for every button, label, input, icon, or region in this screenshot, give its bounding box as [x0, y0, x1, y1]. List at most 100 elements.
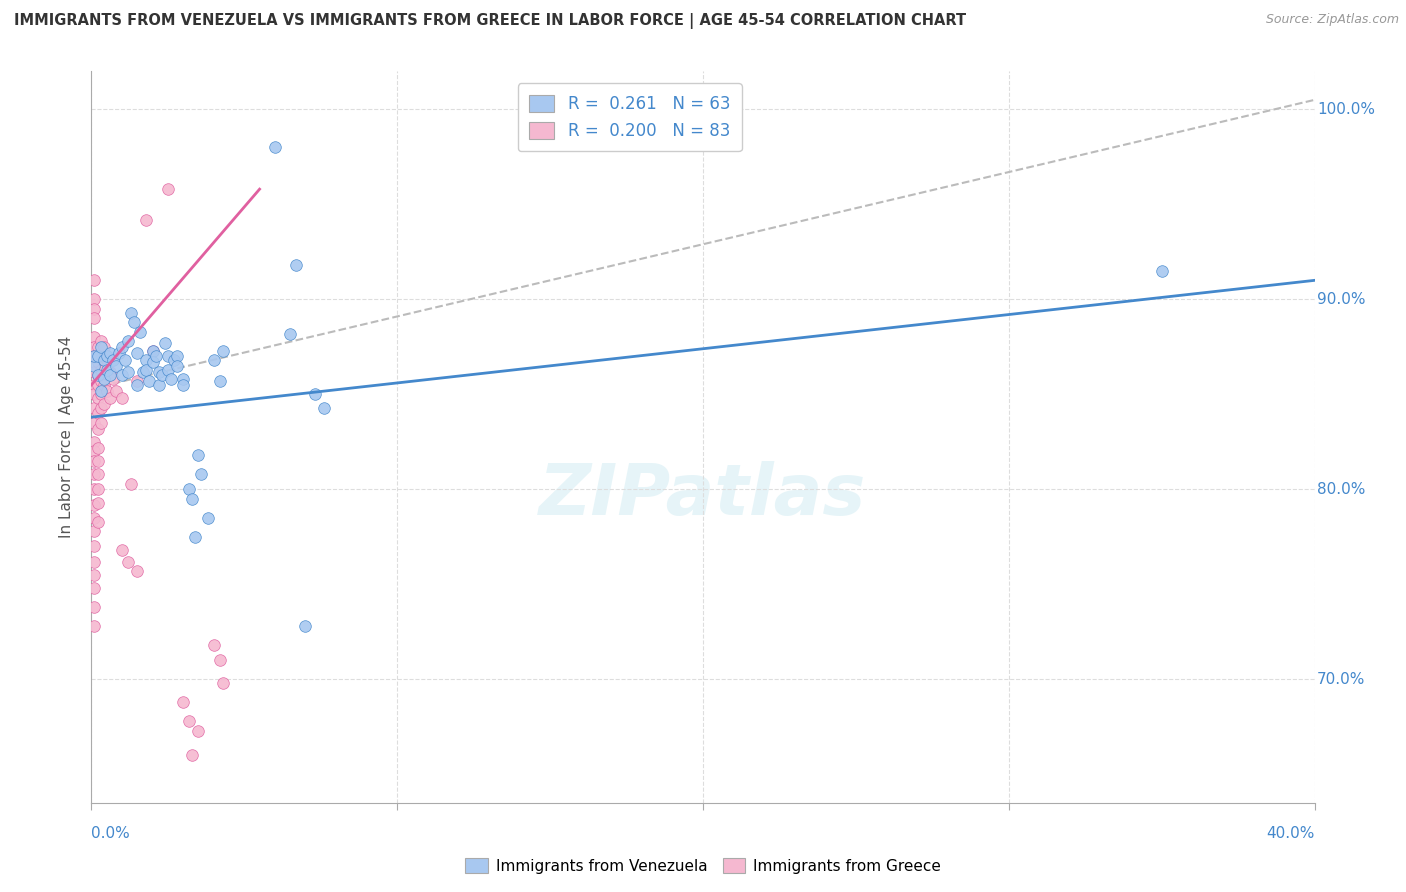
- Point: [86, 391, 108, 405]
- Point: [86, 467, 108, 482]
- Point: [90, 387, 112, 401]
- Point: [312, 401, 335, 415]
- Point: [163, 353, 186, 368]
- Point: [127, 377, 149, 392]
- Text: 100.0%: 100.0%: [1317, 102, 1375, 117]
- Point: [138, 374, 160, 388]
- Point: [135, 353, 157, 368]
- Point: [93, 353, 115, 368]
- Point: [212, 676, 235, 690]
- Point: [96, 353, 118, 368]
- Point: [129, 325, 152, 339]
- Point: [86, 368, 108, 383]
- Point: [83, 340, 105, 354]
- Point: [117, 334, 139, 348]
- Point: [181, 491, 204, 506]
- Point: [90, 401, 112, 415]
- Point: [93, 353, 115, 368]
- Text: IMMIGRANTS FROM VENEZUELA VS IMMIGRANTS FROM GREECE IN LABOR FORCE | AGE 45-54 C: IMMIGRANTS FROM VENEZUELA VS IMMIGRANTS …: [14, 13, 966, 29]
- Point: [172, 372, 194, 386]
- Point: [285, 258, 308, 272]
- Point: [212, 343, 235, 358]
- Point: [83, 359, 105, 373]
- Point: [83, 483, 105, 497]
- Point: [83, 600, 105, 615]
- Point: [184, 530, 207, 544]
- Point: [83, 567, 105, 582]
- Point: [166, 359, 188, 373]
- Point: [83, 349, 105, 363]
- Point: [148, 377, 170, 392]
- Point: [141, 355, 163, 369]
- Point: [83, 401, 105, 415]
- Point: [127, 345, 149, 359]
- Point: [179, 714, 201, 728]
- Point: [179, 483, 201, 497]
- Point: [93, 340, 115, 354]
- Point: [156, 182, 179, 196]
- Point: [83, 498, 105, 512]
- Point: [90, 362, 112, 376]
- Point: [111, 391, 134, 405]
- Point: [150, 368, 173, 383]
- Legend: R =  0.261   N = 63, R =  0.200   N = 83: R = 0.261 N = 63, R = 0.200 N = 83: [517, 83, 742, 152]
- Y-axis label: In Labor Force | Age 45-54: In Labor Force | Age 45-54: [59, 336, 76, 538]
- Point: [264, 140, 287, 154]
- Point: [86, 441, 108, 455]
- Text: 80.0%: 80.0%: [1317, 482, 1365, 497]
- Point: [86, 421, 108, 435]
- Point: [90, 334, 112, 348]
- Point: [86, 495, 108, 509]
- Point: [117, 555, 139, 569]
- Point: [120, 476, 142, 491]
- Point: [90, 340, 112, 354]
- Point: [86, 377, 108, 392]
- Point: [1150, 264, 1173, 278]
- Point: [111, 543, 134, 558]
- Point: [98, 365, 121, 379]
- Point: [96, 349, 118, 363]
- Point: [156, 349, 179, 363]
- Point: [83, 330, 105, 344]
- Point: [90, 416, 112, 430]
- Point: [83, 444, 105, 458]
- Text: 90.0%: 90.0%: [1317, 292, 1365, 307]
- Point: [114, 353, 136, 368]
- Point: [83, 524, 105, 538]
- Text: ZIPatlas: ZIPatlas: [540, 461, 866, 530]
- Point: [83, 454, 105, 468]
- Point: [96, 384, 118, 398]
- Point: [101, 372, 124, 386]
- Point: [83, 377, 105, 392]
- Point: [83, 434, 105, 449]
- Point: [181, 748, 204, 763]
- Point: [90, 374, 112, 388]
- Point: [83, 311, 105, 326]
- Point: [160, 372, 183, 386]
- Point: [83, 387, 105, 401]
- Point: [190, 467, 212, 482]
- Point: [692, 135, 714, 149]
- Point: [83, 301, 105, 316]
- Text: Source: ZipAtlas.com: Source: ZipAtlas.com: [1265, 13, 1399, 27]
- Point: [86, 454, 108, 468]
- Point: [202, 638, 225, 652]
- Point: [98, 368, 121, 383]
- Point: [93, 377, 115, 392]
- Point: [278, 326, 301, 341]
- Point: [86, 349, 108, 363]
- Legend: Immigrants from Venezuela, Immigrants from Greece: Immigrants from Venezuela, Immigrants fr…: [458, 852, 948, 880]
- Point: [90, 384, 112, 398]
- Point: [187, 723, 209, 738]
- Point: [127, 374, 149, 388]
- Point: [86, 340, 108, 354]
- Point: [294, 619, 316, 633]
- Point: [83, 349, 105, 363]
- Text: 0.0%: 0.0%: [91, 826, 131, 840]
- Point: [83, 293, 105, 307]
- Point: [120, 305, 142, 319]
- Point: [83, 365, 105, 379]
- Point: [104, 359, 127, 373]
- Point: [111, 368, 134, 383]
- Point: [104, 384, 127, 398]
